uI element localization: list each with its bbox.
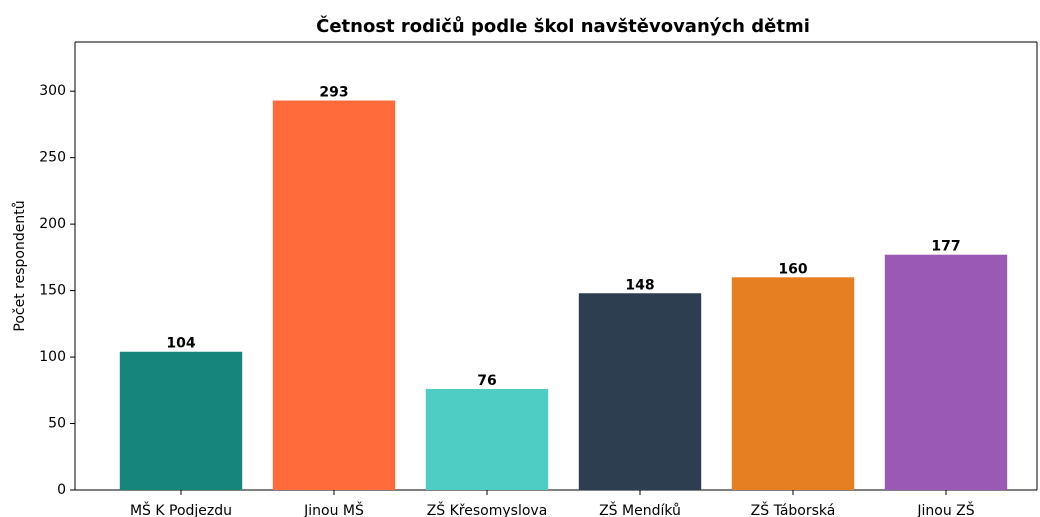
x-tick-label: Jinou MŠ (303, 501, 364, 517)
y-axis-label: Počet respondentů (12, 200, 28, 331)
bar (425, 388, 549, 490)
bar (272, 100, 396, 490)
value-label: 104 (166, 336, 195, 352)
y-tick-label: 0 (57, 482, 66, 498)
value-label: 76 (477, 373, 496, 389)
value-label: 293 (319, 84, 348, 100)
bar (119, 351, 243, 490)
y-tick-label: 50 (48, 416, 66, 432)
bar (731, 277, 855, 490)
x-tick-label: Jinou ZŠ (916, 501, 974, 517)
x-tick-label: ZŠ Mendíků (599, 501, 681, 517)
y-tick-label: 300 (39, 83, 66, 99)
y-tick-label: 250 (39, 150, 66, 166)
x-tick-label: ZŠ Táborská (751, 501, 836, 517)
value-label: 160 (778, 261, 807, 277)
bar (578, 293, 702, 490)
value-label: 177 (931, 239, 960, 255)
chart-title: Četnost rodičů podle škol navštěvovaných… (316, 15, 810, 37)
y-tick-label: 100 (39, 349, 66, 365)
x-tick-label: ZŠ Křesomyslova (427, 501, 548, 517)
y-tick-label: 200 (39, 216, 66, 232)
value-label: 148 (625, 277, 654, 293)
y-tick-label: 150 (39, 283, 66, 299)
bar (884, 254, 1008, 490)
x-tick-label: MŠ K Podjezdu (130, 501, 232, 517)
